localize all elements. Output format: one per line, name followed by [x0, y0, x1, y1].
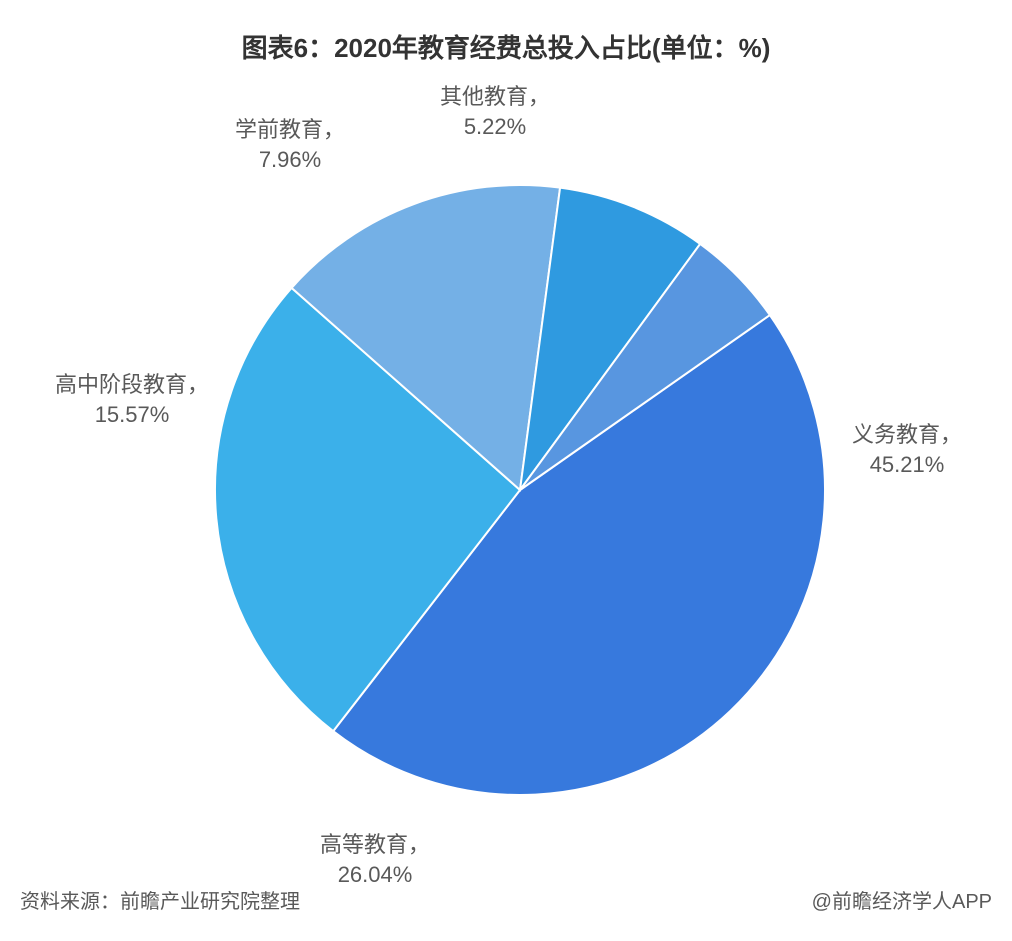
- slice-label-value: 7.96%: [235, 145, 345, 175]
- slice-label: 义务教育，45.21%: [852, 420, 962, 479]
- slice-label-name: 义务教育，: [852, 420, 962, 450]
- slice-label-name: 其他教育，: [440, 82, 550, 112]
- slice-label: 高中阶段教育，15.57%: [55, 370, 209, 429]
- slice-label-name: 高中阶段教育，: [55, 370, 209, 400]
- slice-label-name: 高等教育，: [320, 830, 430, 860]
- slice-label-name: 学前教育，: [235, 115, 345, 145]
- slice-label-value: 15.57%: [55, 400, 209, 430]
- attribution-label: @前瞻经济学人APP: [812, 885, 992, 914]
- pie-chart: 义务教育，45.21% 高等教育，26.04% 高中阶段教育，15.57% 学前教育，…: [0, 0, 1012, 936]
- footer: 资料来源：前瞻产业研究院整理 @前瞻经济学人APP: [20, 885, 992, 914]
- source-label: 资料来源：前瞻产业研究院整理: [20, 885, 300, 914]
- slice-label: 其他教育，5.22%: [440, 82, 550, 141]
- slice-label-value: 45.21%: [852, 450, 962, 480]
- slice-label: 学前教育，7.96%: [235, 115, 345, 174]
- slice-label-value: 5.22%: [440, 112, 550, 142]
- slice-label: 高等教育，26.04%: [320, 830, 430, 889]
